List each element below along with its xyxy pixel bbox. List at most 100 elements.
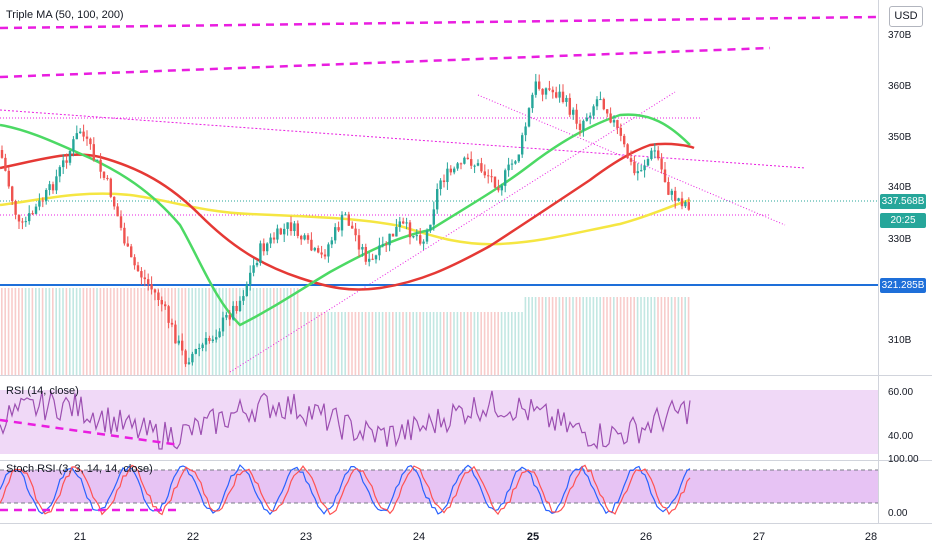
candle-body bbox=[504, 170, 507, 186]
candle-body bbox=[0, 150, 4, 158]
stoch-indicator-title[interactable]: Stoch RSI (3, 3, 14, 14, close) bbox=[6, 463, 153, 475]
volume-bar bbox=[470, 312, 472, 375]
volume-bar bbox=[28, 288, 30, 375]
candle-body bbox=[364, 247, 367, 262]
volume-bar bbox=[164, 288, 166, 375]
volume-bar bbox=[208, 288, 210, 375]
volume-bar bbox=[449, 312, 452, 375]
volume-bar bbox=[24, 288, 27, 375]
volume-bar bbox=[239, 288, 241, 375]
candle-body bbox=[187, 362, 191, 365]
rsi-axis-label: 40.00 bbox=[888, 431, 914, 442]
candle-body bbox=[232, 305, 235, 320]
rsi-indicator-title[interactable]: RSI (14, close) bbox=[6, 385, 79, 397]
volume-bar bbox=[14, 288, 17, 375]
candle-body bbox=[599, 99, 602, 101]
candle-body bbox=[415, 235, 418, 237]
candle-body bbox=[429, 224, 432, 231]
candle-body bbox=[548, 88, 551, 90]
candle-body bbox=[446, 168, 449, 183]
candle-body bbox=[41, 200, 44, 202]
candle-body bbox=[361, 247, 364, 250]
candle-body bbox=[116, 206, 119, 217]
candle-body bbox=[150, 284, 153, 290]
candle-body bbox=[289, 222, 293, 232]
candle-body bbox=[252, 265, 255, 273]
volume-bar bbox=[1, 288, 3, 375]
candle-body bbox=[184, 350, 187, 365]
candle-body bbox=[606, 109, 609, 114]
candle-body bbox=[204, 337, 208, 345]
volume-bar bbox=[177, 288, 180, 375]
volume-bar bbox=[99, 288, 102, 375]
candle-body bbox=[466, 157, 469, 160]
volume-bar bbox=[568, 297, 571, 375]
volume-bar bbox=[500, 312, 503, 375]
candle-body bbox=[378, 245, 381, 256]
candle-body bbox=[680, 198, 684, 207]
volume-bar bbox=[69, 288, 71, 375]
volume-bar bbox=[419, 312, 421, 375]
candle-body bbox=[17, 214, 21, 222]
volume-bar bbox=[245, 288, 248, 375]
volume-bar bbox=[225, 288, 227, 375]
currency-button[interactable]: USD bbox=[889, 6, 923, 27]
volume-bar bbox=[687, 297, 690, 375]
volume-bar bbox=[259, 288, 261, 375]
volume-bar bbox=[82, 288, 85, 375]
candle-body bbox=[218, 331, 221, 338]
candle-body bbox=[419, 235, 422, 244]
volume-bar bbox=[582, 297, 584, 375]
volume-bar bbox=[538, 297, 540, 375]
main-indicator-title[interactable]: Triple MA (50, 100, 200) bbox=[6, 9, 124, 21]
volume-bar bbox=[677, 297, 680, 375]
volume-bar bbox=[45, 288, 47, 375]
candle-body bbox=[572, 109, 575, 115]
candle-body bbox=[463, 157, 466, 164]
volume-bar bbox=[249, 288, 251, 375]
candle-body bbox=[371, 258, 374, 260]
trend-lines[interactable] bbox=[0, 15, 879, 373]
candle-body bbox=[174, 324, 177, 344]
volume-bar bbox=[154, 288, 156, 375]
volume-bar bbox=[89, 288, 91, 375]
candle-body bbox=[561, 91, 565, 102]
candle-body bbox=[198, 348, 201, 350]
candle-body bbox=[558, 91, 561, 98]
date-label: 27 bbox=[752, 531, 766, 543]
candle-body bbox=[221, 317, 225, 332]
candle-body bbox=[262, 243, 265, 252]
candle-body bbox=[643, 165, 646, 171]
volume-bar bbox=[86, 288, 88, 375]
hline-price-tag: 321.285B bbox=[880, 278, 926, 293]
candle-body bbox=[490, 176, 493, 178]
candle-body bbox=[473, 165, 476, 167]
candle-body bbox=[170, 322, 174, 325]
candle-body bbox=[208, 337, 211, 341]
volume-bar bbox=[150, 288, 153, 375]
volume-bar bbox=[412, 312, 414, 375]
volume-bar bbox=[446, 312, 448, 375]
volume-bar bbox=[52, 288, 54, 375]
last-price-tag: 337.568B bbox=[880, 194, 926, 209]
candle-body bbox=[487, 175, 490, 177]
candle-body bbox=[177, 340, 180, 344]
price-axis-label: 350B bbox=[888, 132, 912, 143]
volume-bar bbox=[579, 297, 581, 375]
candle-body bbox=[255, 262, 259, 266]
candle-body bbox=[425, 230, 429, 242]
volume-bar bbox=[630, 297, 632, 375]
candle-body bbox=[453, 168, 456, 173]
volume-bar bbox=[351, 312, 353, 375]
main-pane[interactable] bbox=[0, 0, 878, 375]
candle-body bbox=[629, 158, 633, 162]
candle-body bbox=[402, 221, 405, 224]
volume-bar bbox=[126, 288, 129, 375]
candle-body bbox=[388, 233, 391, 246]
price-axis-label: 370B bbox=[888, 30, 912, 41]
candle-body bbox=[160, 299, 163, 305]
volume-bar bbox=[633, 297, 635, 375]
candle-body bbox=[286, 222, 289, 229]
candle-body bbox=[65, 160, 68, 163]
